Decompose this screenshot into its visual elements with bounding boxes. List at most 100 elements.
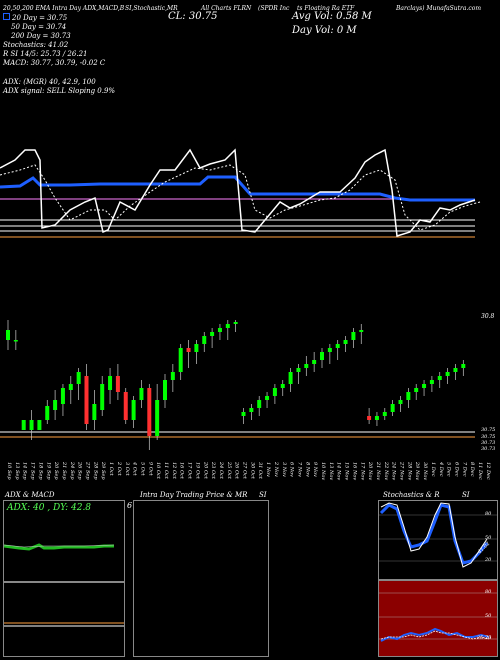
date-tick-label: 30 Oct [249, 462, 255, 480]
blue-swatch-icon [3, 13, 10, 20]
date-tick-label: 20 Sep [53, 461, 59, 480]
candle-body [45, 406, 50, 420]
date-tick-label: 20 Nov [367, 461, 373, 480]
stochastic-line [0, 148, 476, 237]
candle-body [92, 404, 97, 420]
candle-body [304, 364, 309, 368]
candle-body [170, 372, 175, 380]
header-sma: 20,50,200 EMA Intra Day ADX,MACD,B [3, 5, 125, 12]
header-company: (SPDR Inc [258, 5, 290, 12]
price-label-r4: 30.73 [481, 446, 496, 452]
price-label-top: 30.8 [481, 313, 495, 320]
header-broker: Barclays) MunafaSutra.com [396, 5, 482, 12]
candle-body [123, 392, 128, 420]
date-tick-label: 24 Oct [218, 461, 224, 480]
candle-body [115, 376, 120, 392]
stoch-tick-20: 20 [485, 557, 492, 563]
candle-body [202, 336, 207, 344]
date-tick-label: 9 Nov [312, 462, 318, 477]
date-tick-label: 24 Sep [69, 461, 75, 480]
candle-body [84, 376, 89, 424]
date-tick-label: 1 Nov [265, 462, 271, 477]
candle-body [280, 384, 285, 388]
candle-body [453, 368, 458, 372]
date-tick-label: 9 Oct [147, 462, 153, 477]
candle-body [100, 384, 105, 410]
date-tick-label: 11 Dec [477, 462, 483, 480]
date-tick-label: 26 Oct [234, 461, 240, 480]
candle-body [461, 364, 466, 368]
macd-panel [3, 582, 125, 657]
close-price: CL: 30.75 [168, 11, 218, 22]
date-tick-label: 17 Oct [187, 462, 193, 480]
candle-body [194, 344, 199, 352]
header-company2: ts Floating Ra ETF [297, 5, 355, 12]
date-tick-label: 17 Nov [359, 462, 365, 480]
candle-body [437, 376, 442, 380]
date-tick-label: 21 Nov [375, 461, 381, 480]
date-tick-label: 5 Oct [139, 462, 145, 477]
candle-body [37, 420, 42, 430]
stochastics-line-chart [379, 502, 497, 568]
stoch-tick-80: 80 [485, 511, 492, 517]
candle-body [398, 400, 403, 404]
indicator-block: 20 Day = 30.75 50 Day = 30.74 200 Day = … [3, 13, 105, 68]
date-tick-label: 27 Sep [85, 461, 91, 480]
header-stoch: SI,Stochastic,MR [125, 5, 178, 12]
rsi-line-chart [379, 592, 497, 642]
date-tick-label: 12 Oct [171, 462, 177, 480]
date-tick-label: 8 Dec [469, 462, 475, 477]
stoch-panel-si: SI [462, 491, 470, 499]
date-tick-label: 10 Sep [6, 462, 12, 480]
candle-body [60, 388, 65, 404]
candle-body [359, 330, 364, 332]
intraday-panel [133, 500, 269, 657]
date-tick-label: 14 Sep [22, 462, 28, 480]
adx-panel-title: ADX & MACD [5, 491, 55, 499]
candle-body [225, 324, 230, 328]
candle-body [233, 322, 238, 324]
date-tick-label: 15 Nov [344, 462, 350, 480]
candle-body [288, 372, 293, 384]
adx-panel: ADX: 40 , DY: 42.8 [3, 500, 125, 582]
overview-line-chart [0, 148, 481, 238]
rsi-tick-80: 80 [485, 589, 492, 595]
date-tick-label: 24 Nov [391, 461, 397, 480]
date-tick-label: 30 Nov [422, 462, 428, 480]
candle-body [21, 420, 26, 430]
rsi-tick-20: 20 [485, 635, 492, 641]
date-tick-label: 14 Nov [336, 462, 342, 480]
intraday-panel-si: SI [259, 491, 267, 499]
date-tick-label: 28 Sep [92, 461, 98, 480]
candle-body [68, 384, 73, 390]
candle-body [53, 400, 58, 410]
price-label-r1: 30.75 [481, 427, 496, 433]
macd-line-chart [4, 622, 124, 627]
date-tick-label: 26 Sep [77, 461, 83, 480]
stochastics-panel: 80 50 20 41.02 [378, 500, 498, 580]
adx-label: ADX: (MGR) 40, 42.9, 100 [3, 78, 96, 86]
date-tick-label: 20 Oct [202, 461, 208, 480]
date-tick-label: 29 Nov [414, 461, 420, 480]
candle-body [29, 420, 34, 430]
date-tick-label: 21 Sep [61, 461, 67, 480]
day-volume: Day Vol: 0 M [292, 25, 357, 36]
date-tick-label: 6 Nov [289, 462, 295, 477]
candle-body [108, 376, 113, 390]
date-tick-label: 2 Oct [116, 461, 122, 477]
stoch-white-line [380, 502, 488, 568]
date-tick-label: 3 Nov [281, 462, 287, 477]
candle-body [155, 400, 160, 436]
price-label-r2: 30.75 [481, 434, 496, 440]
rsi-blue-line [380, 627, 490, 642]
date-axis: 10 Sep 13 Sep 14 Sep 17 Sep 18 Sep 19 Sep 20 S… [6, 461, 491, 480]
rsi-white-line [380, 630, 490, 640]
candle-body [414, 388, 419, 392]
si-label: R SI 14/5: 25.73 / 26.21 [3, 50, 88, 58]
candle-body [257, 400, 262, 408]
date-tick-label: 4 Dec [438, 461, 444, 477]
date-tick-label: 7 Nov [296, 462, 302, 477]
adx-white-line [4, 544, 115, 548]
candle-body [6, 330, 10, 340]
stoch-tick-50: 50 [485, 535, 492, 541]
